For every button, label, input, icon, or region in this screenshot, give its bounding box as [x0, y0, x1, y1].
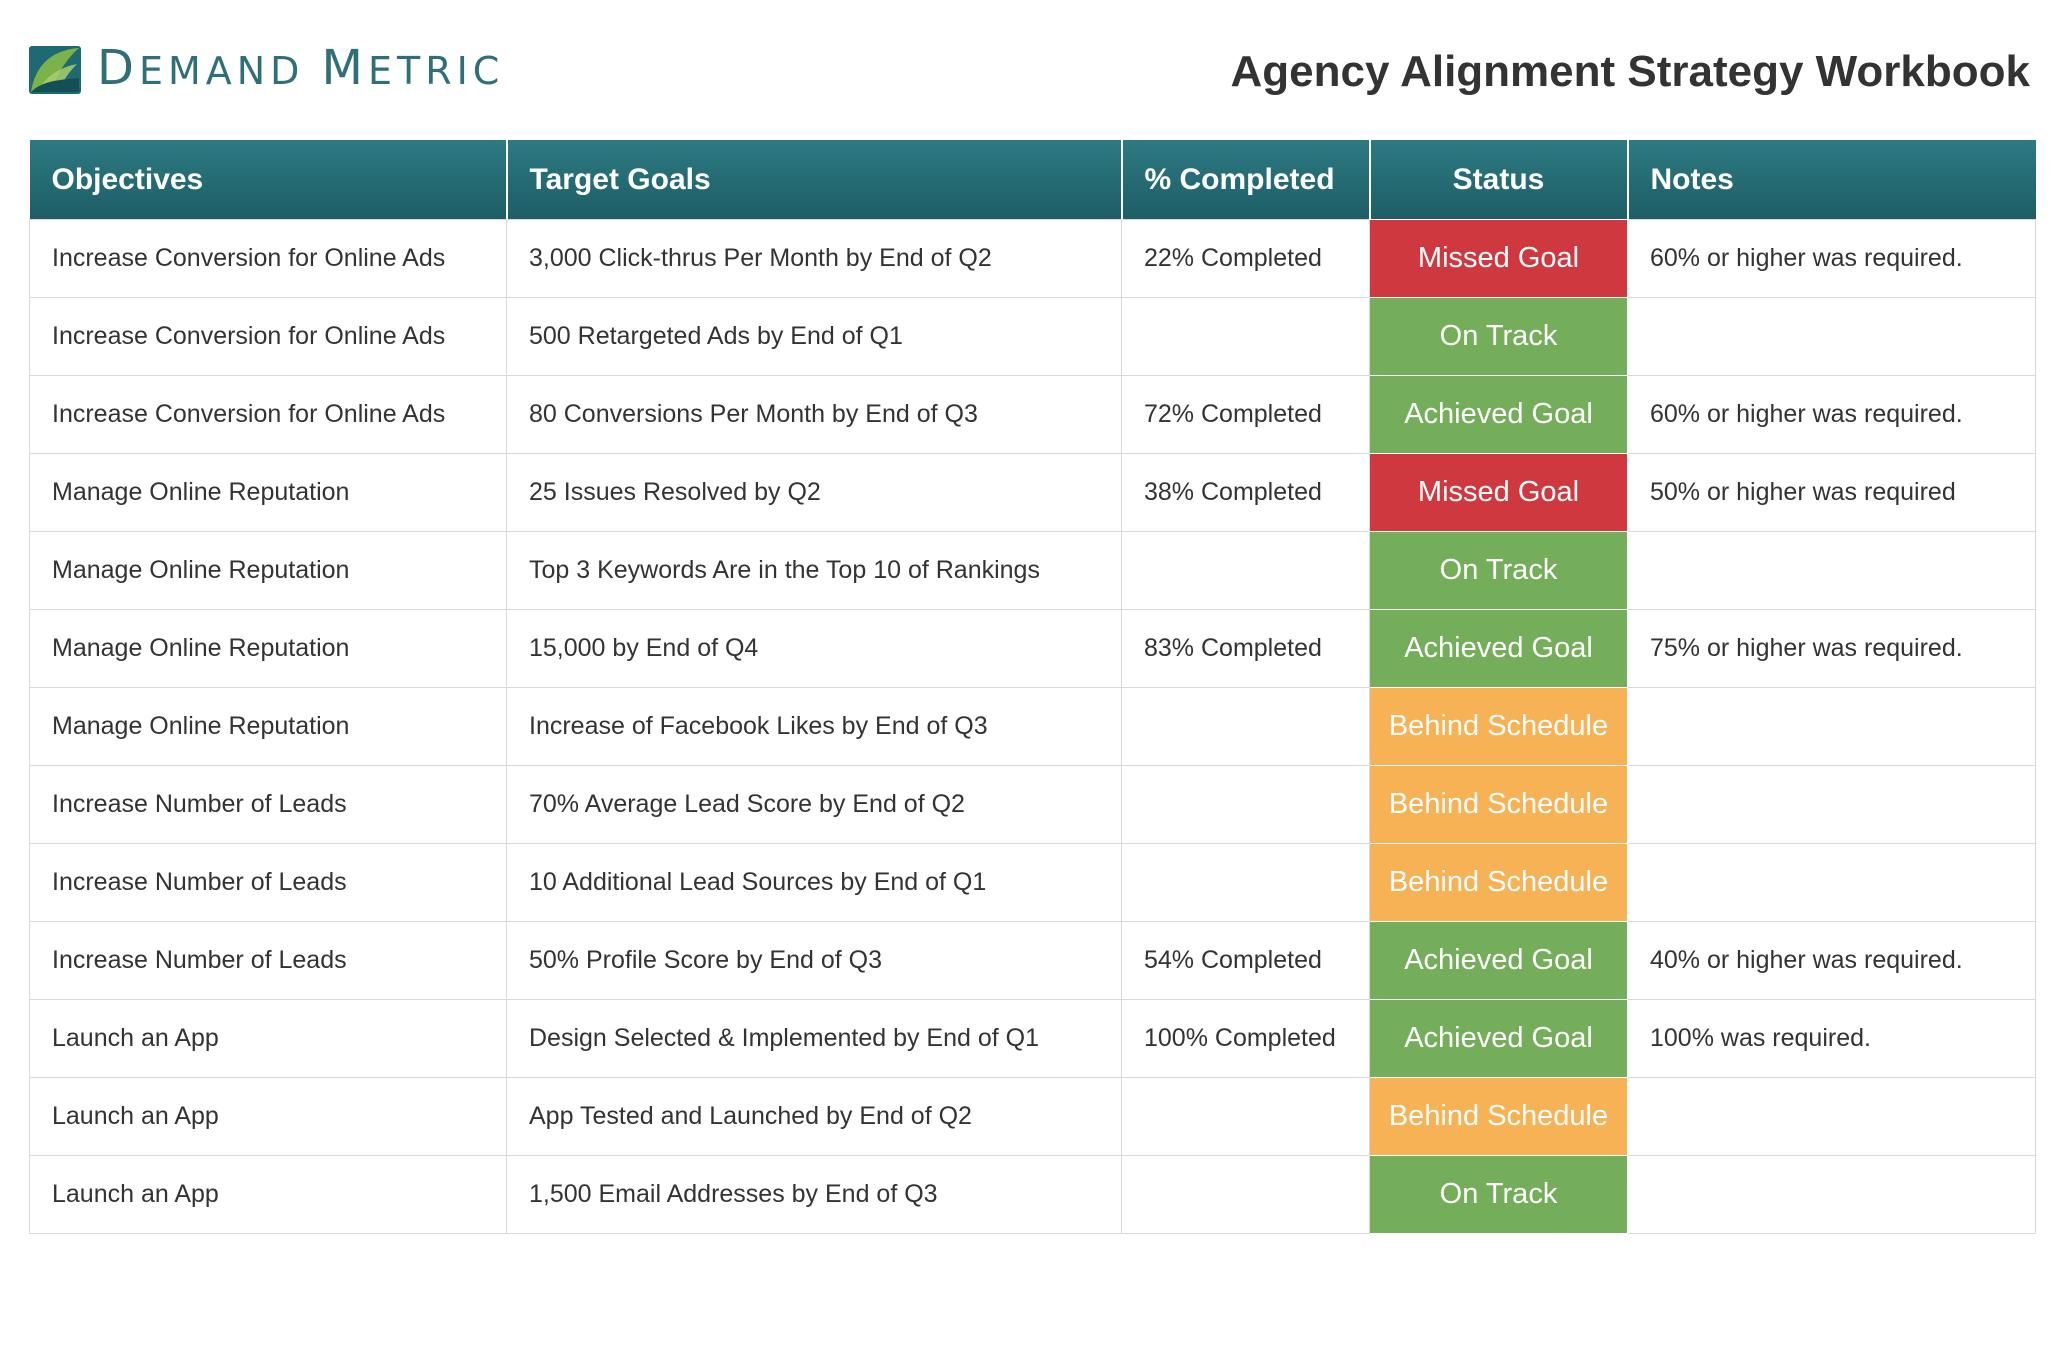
notes-cell [1627, 765, 2036, 844]
target-goal-cell: 3,000 Click-thrus Per Month by End of Q2 [506, 219, 1122, 298]
objective-cell: Increase Conversion for Online Ads [29, 297, 507, 376]
notes-cell: 100% was required. [1627, 999, 2036, 1078]
column-header-notes[interactable]: Notes [1627, 140, 2036, 220]
table-row: Manage Online Reputation Top 3 Keywords A… [29, 531, 2036, 610]
completed-cell [1121, 843, 1370, 922]
table-row: Manage Online Reputation Increase of Face… [29, 687, 2036, 766]
table-row: Manage Online Reputation 25 Issues Resolv… [29, 453, 2036, 532]
column-header-completed[interactable]: % Completed [1121, 140, 1371, 220]
status-badge: On Track [1369, 531, 1628, 610]
table-row: Launch an App Design Selected & Implement… [29, 999, 2036, 1078]
table-row: Increase Number of Leads 50% Profile Scor… [29, 921, 2036, 1000]
completed-cell: 22% Completed [1121, 219, 1370, 298]
status-badge: Behind Schedule [1369, 1077, 1628, 1156]
status-badge: Missed Goal [1369, 453, 1628, 532]
notes-cell: 60% or higher was required. [1627, 219, 2036, 298]
table-row: Launch an App 1,500 Email Addresses by En… [29, 1155, 2036, 1234]
column-header-status[interactable]: Status [1369, 140, 1629, 220]
column-header-objectives[interactable]: Objectives [29, 140, 508, 220]
target-goal-cell: 500 Retargeted Ads by End of Q1 [506, 297, 1122, 376]
completed-cell: 83% Completed [1121, 609, 1370, 688]
completed-cell: 100% Completed [1121, 999, 1370, 1078]
target-goal-cell: 70% Average Lead Score by End of Q2 [506, 765, 1122, 844]
goals-table: Objectives Target Goals % Completed Stat… [29, 140, 2036, 1234]
completed-cell: 38% Completed [1121, 453, 1370, 532]
objective-cell: Increase Conversion for Online Ads [29, 375, 507, 454]
status-badge: Achieved Goal [1369, 921, 1628, 1000]
status-badge: Behind Schedule [1369, 843, 1628, 922]
page-title: Agency Alignment Strategy Workbook [1230, 47, 2030, 96]
table-row: Increase Conversion for Online Ads 500 Re… [29, 297, 2036, 376]
target-goal-cell: Top 3 Keywords Are in the Top 10 of Rank… [506, 531, 1122, 610]
objective-cell: Increase Number of Leads [29, 843, 507, 922]
completed-cell [1121, 687, 1370, 766]
table-row: Increase Conversion for Online Ads 3,000 … [29, 219, 2036, 298]
notes-cell [1627, 687, 2036, 766]
objective-cell: Launch an App [29, 1077, 507, 1156]
completed-cell: 54% Completed [1121, 921, 1370, 1000]
objective-cell: Manage Online Reputation [29, 687, 507, 766]
notes-cell: 75% or higher was required. [1627, 609, 2036, 688]
leaf-logo-icon [29, 45, 81, 94]
brand-logo: DEMAND METRIC [27, 42, 504, 97]
objective-cell: Launch an App [29, 1155, 507, 1234]
completed-cell [1121, 531, 1370, 610]
objective-cell: Increase Conversion for Online Ads [29, 219, 507, 298]
notes-cell [1627, 843, 2036, 922]
completed-cell [1121, 765, 1370, 844]
column-header-target-goals[interactable]: Target Goals [506, 140, 1123, 220]
table-row: Increase Conversion for Online Ads 80 Con… [29, 375, 2036, 454]
target-goal-cell: Increase of Facebook Likes by End of Q3 [506, 687, 1122, 766]
table-row: Increase Number of Leads 70% Average Lead… [29, 765, 2036, 844]
target-goal-cell: 10 Additional Lead Sources by End of Q1 [506, 843, 1122, 922]
target-goal-cell: 80 Conversions Per Month by End of Q3 [506, 375, 1122, 454]
completed-cell [1121, 1155, 1370, 1234]
objective-cell: Manage Online Reputation [29, 609, 507, 688]
objective-cell: Manage Online Reputation [29, 531, 507, 610]
completed-cell [1121, 297, 1370, 376]
table-row: Manage Online Reputation 15,000 by End of… [29, 609, 2036, 688]
target-goal-cell: App Tested and Launched by End of Q2 [506, 1077, 1122, 1156]
notes-cell [1627, 297, 2036, 376]
status-badge: Achieved Goal [1369, 375, 1628, 454]
status-badge: Missed Goal [1369, 219, 1628, 298]
status-badge: On Track [1369, 297, 1628, 376]
target-goal-cell: Design Selected & Implemented by End of … [506, 999, 1122, 1078]
target-goal-cell: 50% Profile Score by End of Q3 [506, 921, 1122, 1000]
notes-cell [1627, 531, 2036, 610]
status-badge: On Track [1369, 1155, 1628, 1234]
notes-cell: 60% or higher was required. [1627, 375, 2036, 454]
objective-cell: Manage Online Reputation [29, 453, 507, 532]
brand-name: DEMAND METRIC [97, 40, 505, 96]
target-goal-cell: 15,000 by End of Q4 [506, 609, 1122, 688]
objective-cell: Increase Number of Leads [29, 765, 507, 844]
objective-cell: Launch an App [29, 999, 507, 1078]
target-goal-cell: 25 Issues Resolved by Q2 [506, 453, 1122, 532]
status-badge: Achieved Goal [1369, 999, 1628, 1078]
notes-cell: 40% or higher was required. [1627, 921, 2036, 1000]
target-goal-cell: 1,500 Email Addresses by End of Q3 [506, 1155, 1122, 1234]
notes-cell: 50% or higher was required [1627, 453, 2036, 532]
status-badge: Achieved Goal [1369, 609, 1628, 688]
completed-cell: 72% Completed [1121, 375, 1370, 454]
status-badge: Behind Schedule [1369, 765, 1628, 844]
completed-cell [1121, 1077, 1370, 1156]
notes-cell [1627, 1155, 2036, 1234]
objective-cell: Increase Number of Leads [29, 921, 507, 1000]
table-row: Increase Number of Leads 10 Additional Le… [29, 843, 2036, 922]
table-header-row: Objectives Target Goals % Completed Stat… [29, 140, 2036, 220]
table-row: Launch an App App Tested and Launched by … [29, 1077, 2036, 1156]
notes-cell [1627, 1077, 2036, 1156]
status-badge: Behind Schedule [1369, 687, 1628, 766]
